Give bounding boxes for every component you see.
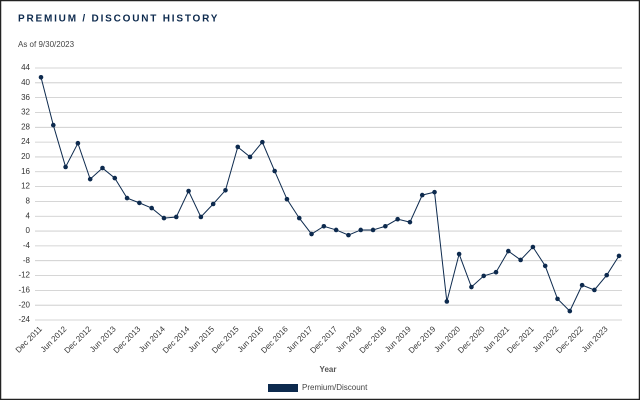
point [444,299,450,304]
point [432,189,437,195]
point [333,227,339,233]
point [173,214,179,220]
y-tick-label: 44 [21,63,30,72]
point [223,187,228,193]
point [604,272,610,278]
point [63,164,68,170]
point [260,139,265,145]
point [198,214,204,220]
point [407,219,413,225]
point [370,227,376,233]
point [50,122,56,128]
x-axis-label: Year [320,365,337,374]
y-tick-label: 32 [21,108,30,117]
point [616,253,622,259]
y-tick-label: 36 [21,93,30,102]
point [456,251,462,257]
y-tick-label: -16 [18,285,30,294]
point [309,231,314,237]
point [493,269,499,275]
point [542,263,548,269]
y-tick-label: -20 [18,300,30,309]
y-tick-label: 28 [21,122,30,131]
y-tick-label: 4 [26,211,31,220]
point [38,74,44,80]
point [149,205,154,211]
point [346,232,351,238]
point [235,144,241,150]
y-tick-label: -24 [18,315,30,324]
point [383,223,388,229]
y-tick-label: 24 [21,137,30,146]
y-tick-label: 8 [26,197,31,206]
y-tick-label: 40 [21,78,30,87]
point [112,175,118,181]
point [518,257,523,263]
point [555,296,560,302]
y-tick-label: 20 [21,152,30,161]
y-tick-label: 0 [26,226,31,235]
point [592,287,597,293]
y-tick-label: 12 [21,182,30,191]
point [419,192,425,198]
point [87,176,93,182]
point [469,284,474,290]
point [284,196,290,202]
y-tick-label: 16 [21,167,30,176]
point [210,201,216,207]
point [321,223,327,229]
point [481,273,487,279]
point [161,215,167,221]
point [100,165,105,171]
point [579,282,585,288]
chart-title: PREMIUM / DISCOUNT HISTORY [18,14,219,25]
point [75,140,81,146]
point [358,227,364,233]
point [272,168,277,174]
point [124,195,130,201]
point [506,248,511,254]
y-tick-label: -4 [23,241,31,250]
legend-swatch [268,384,298,392]
point [247,154,253,160]
y-tick-label: -12 [18,271,30,280]
point [395,216,400,222]
point [530,244,536,250]
point [137,200,142,206]
subtitle: As of 9/30/2023 [18,40,75,49]
y-tick-label: -8 [23,256,31,265]
point [186,188,191,194]
point [296,215,302,221]
point [567,308,573,314]
legend-label: Premium/Discount [302,383,368,392]
